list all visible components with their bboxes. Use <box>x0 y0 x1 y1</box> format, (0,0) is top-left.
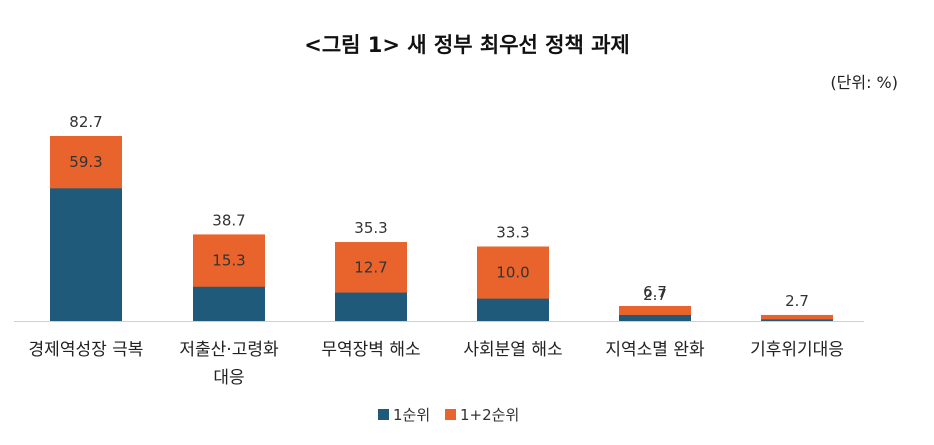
category-label: 무역장벽 해소 <box>321 340 420 360</box>
total-value-label: 33.3 <box>496 224 529 242</box>
category-label: 저출산·고령화 <box>179 340 279 360</box>
first-value-label: 15.3 <box>212 252 245 270</box>
bar-first-2 <box>335 292 407 321</box>
category-label: 사회분열 해소 <box>463 340 562 360</box>
category-label: 기후위기대응 <box>750 340 844 360</box>
legend-label: 1순위 <box>393 406 430 424</box>
legend-swatch <box>378 409 389 420</box>
legend-swatch <box>445 409 456 420</box>
bars-group <box>14 136 864 322</box>
bar-first-0 <box>50 188 122 321</box>
first-value-label: 59.3 <box>69 153 102 171</box>
first-value-label: 2.7 <box>643 286 667 304</box>
unit-note: (단위: %) <box>830 73 898 92</box>
first-value-label: 10.0 <box>496 264 529 282</box>
bar-first-3 <box>477 298 549 321</box>
bar-first-4 <box>619 314 691 321</box>
legend: 1순위 1+2순위 <box>378 406 519 424</box>
total-value-label: 38.7 <box>212 211 245 229</box>
bar-first-1 <box>193 286 265 321</box>
total-value-label: 35.3 <box>354 219 387 237</box>
legend-label: 1+2순위 <box>460 406 519 424</box>
total-value-label: 82.7 <box>69 113 102 131</box>
total-value-label: 2.7 <box>785 292 809 310</box>
total-value-label: 6.7 <box>643 283 667 301</box>
category-label: 대응 <box>213 368 244 388</box>
category-label: 경제역성장 극복 <box>29 340 144 360</box>
category-label: 지역소멸 완화 <box>605 340 705 360</box>
first-value-label: 12.7 <box>354 258 387 276</box>
bar-total-5 <box>761 314 833 321</box>
chart-title: <그림 1> 새 정부 최우선 정책 과제 <box>304 33 630 57</box>
bar-first-5 <box>761 319 833 321</box>
